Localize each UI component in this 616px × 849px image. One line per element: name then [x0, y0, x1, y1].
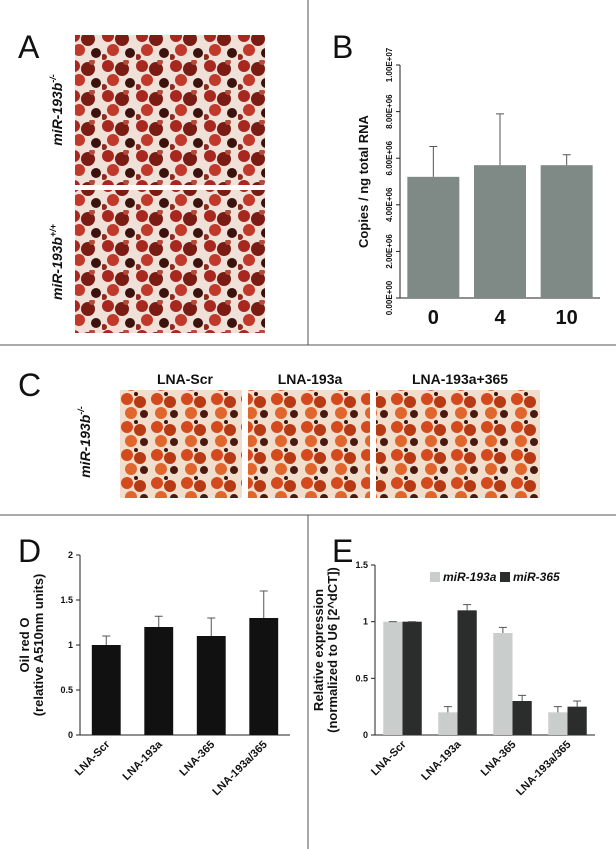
error-bar — [553, 706, 562, 713]
y-tick-label: 0 — [68, 730, 73, 740]
error-bar — [443, 706, 452, 713]
error-bar — [518, 694, 527, 701]
y-tick-label: 0 — [363, 730, 368, 740]
image-label-text: miR-193b — [49, 237, 65, 300]
y-tick-label: 0.5 — [355, 673, 368, 683]
image-label: miR-193b-/- — [48, 74, 65, 146]
x-tick-label: LNA-365 — [177, 739, 217, 779]
bar — [512, 701, 532, 735]
y-tick-label: 8.00E+06 — [385, 94, 394, 129]
error-bar — [496, 113, 504, 166]
error-bar — [207, 617, 216, 636]
micrograph — [120, 390, 242, 498]
bar — [249, 618, 279, 735]
x-tick-label: LNA-365 — [479, 739, 519, 779]
bar — [383, 621, 403, 735]
image-label-sup: -/- — [48, 74, 58, 83]
x-tick-label: LNA-193a/365 — [210, 739, 270, 799]
bar — [457, 610, 477, 735]
panel-label: C — [18, 367, 41, 403]
bar — [438, 712, 458, 735]
bar — [407, 176, 460, 298]
x-tick-label: 4 — [494, 307, 506, 329]
column-header: LNA-193a+365 — [412, 371, 508, 387]
bar — [548, 712, 568, 735]
image-label-text: miR-193b — [77, 414, 93, 477]
error-bar — [573, 700, 582, 707]
error-bar — [259, 590, 268, 618]
micrograph — [75, 35, 265, 185]
bar — [567, 706, 587, 735]
y-tick-label: 2 — [68, 550, 73, 560]
micrograph — [248, 390, 370, 498]
column-header: LNA-193a — [278, 371, 343, 387]
y-tick-label: 0.5 — [60, 685, 73, 695]
error-bar — [498, 626, 507, 633]
y-tick-label: 0.00E+00 — [385, 280, 394, 315]
error-bar — [102, 635, 111, 645]
panel-label: A — [18, 29, 40, 65]
y-tick-label: 6.00E+06 — [385, 140, 394, 175]
error-bar — [429, 146, 438, 177]
bar — [474, 165, 526, 298]
legend-swatch — [430, 572, 440, 582]
bar — [196, 636, 226, 735]
bar — [402, 621, 422, 735]
x-tick-label: LNA-193a — [121, 738, 166, 783]
bar — [540, 165, 593, 298]
y-axis-label: (relative A510nm units) — [31, 574, 46, 717]
panel-label: E — [332, 533, 353, 569]
y-axis-label: Relative expression — [311, 589, 326, 711]
y-tick-label: 1.00E+07 — [385, 47, 394, 82]
y-axis-label: Copies / ng total RNA — [356, 114, 371, 248]
bar — [493, 633, 513, 735]
error-bar — [463, 604, 472, 611]
column-header: LNA-Scr — [157, 371, 214, 387]
bar — [144, 627, 174, 735]
y-tick-label: 2.00E+06 — [385, 234, 394, 269]
legend-label: miR-193a — [443, 570, 497, 584]
legend-swatch — [500, 572, 510, 582]
micrograph — [376, 390, 540, 498]
micrograph — [75, 190, 265, 333]
error-bar — [154, 615, 163, 627]
image-label: miR-193b-/- — [76, 406, 93, 478]
image-label-text: miR-193b — [49, 82, 65, 145]
error-bar — [562, 154, 571, 166]
image-label: miR-193b+/+ — [48, 223, 65, 300]
y-axis-label: (normalized to U6 [2^dCT]) — [325, 567, 340, 733]
y-tick-label: 1.5 — [355, 560, 368, 570]
x-tick-label: LNA-193a/365 — [514, 739, 574, 799]
x-tick-label: LNA-193a — [419, 738, 464, 783]
legend-label: miR-365 — [513, 570, 560, 584]
x-tick-label: LNA-Scr — [369, 738, 409, 778]
x-tick-label: LNA-Scr — [73, 738, 113, 778]
y-tick-label: 1 — [363, 617, 368, 627]
bar — [91, 645, 121, 735]
y-axis-label: Oil red O — [17, 618, 32, 673]
x-tick-label: 0 — [428, 307, 439, 329]
x-tick-label: 10 — [556, 307, 578, 329]
y-tick-label: 1 — [68, 640, 73, 650]
y-tick-label: 1.5 — [60, 595, 73, 605]
panel-label: D — [18, 533, 41, 569]
panel-label: B — [332, 29, 353, 65]
y-tick-label: 4.00E+06 — [385, 187, 394, 222]
image-label-sup: -/- — [76, 406, 86, 415]
image-label-sup: +/+ — [48, 223, 58, 237]
